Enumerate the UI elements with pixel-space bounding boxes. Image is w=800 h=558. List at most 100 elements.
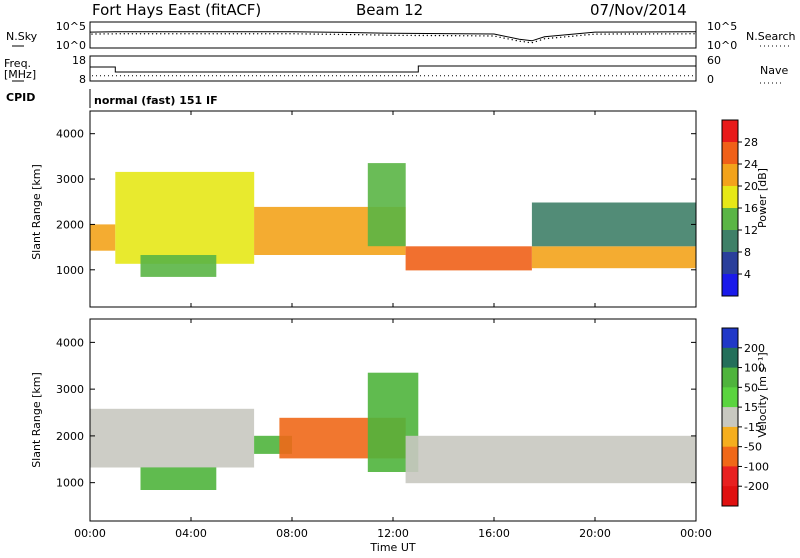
noise-search-dot [313, 33, 315, 35]
velocity-colorbar-cell [722, 486, 738, 507]
power-panel: 1000 2000 3000 4000 Slant Range [km] 28 24 20… [30, 110, 769, 308]
noise-search-dot [127, 33, 130, 35]
noise-search-dot [257, 33, 259, 35]
noise-search-dot [693, 33, 695, 35]
noise-search-dot [325, 33, 327, 35]
noise-left-tick-bottom: 10^0 [56, 39, 86, 52]
noise-search-dot [172, 33, 174, 35]
velocity-colorbar-cell [722, 328, 738, 349]
noise-search-dot [410, 34, 412, 37]
power-colorbar-cell [722, 208, 738, 231]
power-colorbar-cell [722, 186, 738, 209]
x-tick-label: 04:00 [175, 527, 207, 540]
noise-search-dot [495, 35, 497, 38]
noise-search-dot [527, 41, 529, 44]
velocity-feature [90, 408, 255, 468]
velocity-colorbar-tick-label: 15 [744, 401, 758, 414]
noise-search-dot [438, 34, 441, 37]
noise-search-dot [467, 35, 469, 37]
power-ytick-label: 1000 [56, 264, 84, 277]
power-colorbar-tick-label: 16 [744, 202, 758, 215]
noise-search-dot [103, 33, 105, 35]
power-colorbar-tick-label: 4 [744, 268, 751, 281]
noise-search-dot [281, 33, 283, 35]
beam-title: Beam 12 [356, 1, 423, 19]
noise-search-dot [430, 34, 433, 37]
noise-search-dot [386, 34, 388, 36]
noise-search-dot [608, 33, 610, 35]
power-heatmap [90, 163, 696, 277]
power-colorbar-cell [722, 274, 738, 297]
noise-search-dot [406, 34, 408, 37]
noise-search-dot [572, 35, 574, 37]
power-colorbar-tick-label: 12 [744, 224, 758, 237]
noise-left-label: N.Sky [6, 30, 38, 43]
velocity-heatmap [90, 372, 696, 490]
velocity-colorbar-cell [722, 466, 738, 487]
nave-label: Nave [760, 64, 788, 77]
noise-search-dot [624, 33, 626, 35]
power-ytick-label: 3000 [56, 173, 84, 186]
noise-search-dot [463, 35, 465, 37]
noise-search-dot [382, 34, 384, 36]
noise-search-dot [123, 33, 126, 35]
noise-search-dot [200, 33, 202, 35]
noise-search-dot [184, 33, 186, 35]
freq-label-line2: [MHz] [4, 68, 36, 81]
velocity-ylabel: Slant Range [km] [30, 372, 43, 468]
x-tick-label: 08:00 [276, 527, 308, 540]
power-colorbar-label: Power [dB] [756, 168, 769, 228]
noise-search-dot [450, 35, 453, 37]
noise-search-dot [131, 33, 134, 35]
noise-search-dot [414, 34, 416, 37]
noise-search-dot [111, 33, 113, 35]
power-colorbar-tick-label: 24 [744, 158, 758, 171]
noise-search-dot [677, 33, 679, 35]
noise-search-dot [273, 33, 275, 35]
velocity-ytick-label: 3000 [56, 383, 84, 396]
freq-right-tick-top: 60 [707, 54, 721, 67]
noise-search-dot [349, 33, 352, 36]
velocity-colorbar-tick-label: 200 [744, 342, 765, 355]
noise-search-dot [236, 33, 239, 35]
velocity-colorbar-cell [722, 367, 738, 388]
noise-panel: N.Sky 10^5 10^0 10^5 10^0 N.Search [6, 20, 796, 52]
freq-left-tick-top: 18 [72, 54, 86, 67]
noise-search-dot [196, 33, 198, 35]
noise-search-dot [305, 33, 307, 35]
power-feature [115, 171, 255, 264]
noise-search-dot [648, 33, 651, 35]
velocity-colorbar-label: Velocity [m s⁻¹] [756, 352, 769, 437]
noise-search-dot [535, 40, 538, 43]
noise-search-dot [220, 33, 222, 35]
noise-search-dot [362, 34, 364, 36]
noise-search-dot [370, 34, 372, 36]
noise-search-dot [604, 33, 606, 35]
noise-search-dot [636, 33, 639, 35]
power-colorbar: 28 24 20 16 12 8 4 [721, 119, 758, 297]
noise-search-dot [244, 33, 247, 35]
velocity-colorbar-cell [722, 446, 738, 467]
velocity-colorbar-cell [722, 407, 738, 428]
x-tick-label: 20:00 [579, 527, 611, 540]
velocity-ytick-label: 1000 [56, 477, 84, 490]
power-feature [90, 224, 116, 251]
noise-search-dot [168, 33, 170, 35]
power-colorbar-cell [722, 120, 738, 143]
noise-search-dot [151, 33, 154, 35]
power-feature [531, 246, 696, 269]
noise-search-dot [180, 33, 182, 35]
velocity-colorbar-cell [722, 347, 738, 369]
noise-search-dot [261, 33, 263, 35]
power-colorbar-cell [722, 164, 738, 187]
noise-search-dot [628, 33, 631, 35]
noise-search-dot [160, 33, 162, 35]
noise-search-dot [317, 33, 319, 35]
noise-search-dot [366, 34, 368, 36]
noise-search-dot [652, 33, 655, 35]
power-colorbar-cell [722, 252, 738, 275]
power-colorbar-tick-label: 8 [744, 246, 751, 259]
noise-search-dot [147, 33, 150, 35]
freq-right-tick-bottom: 0 [707, 73, 714, 86]
velocity-colorbar-tick-label: 100 [744, 362, 765, 375]
